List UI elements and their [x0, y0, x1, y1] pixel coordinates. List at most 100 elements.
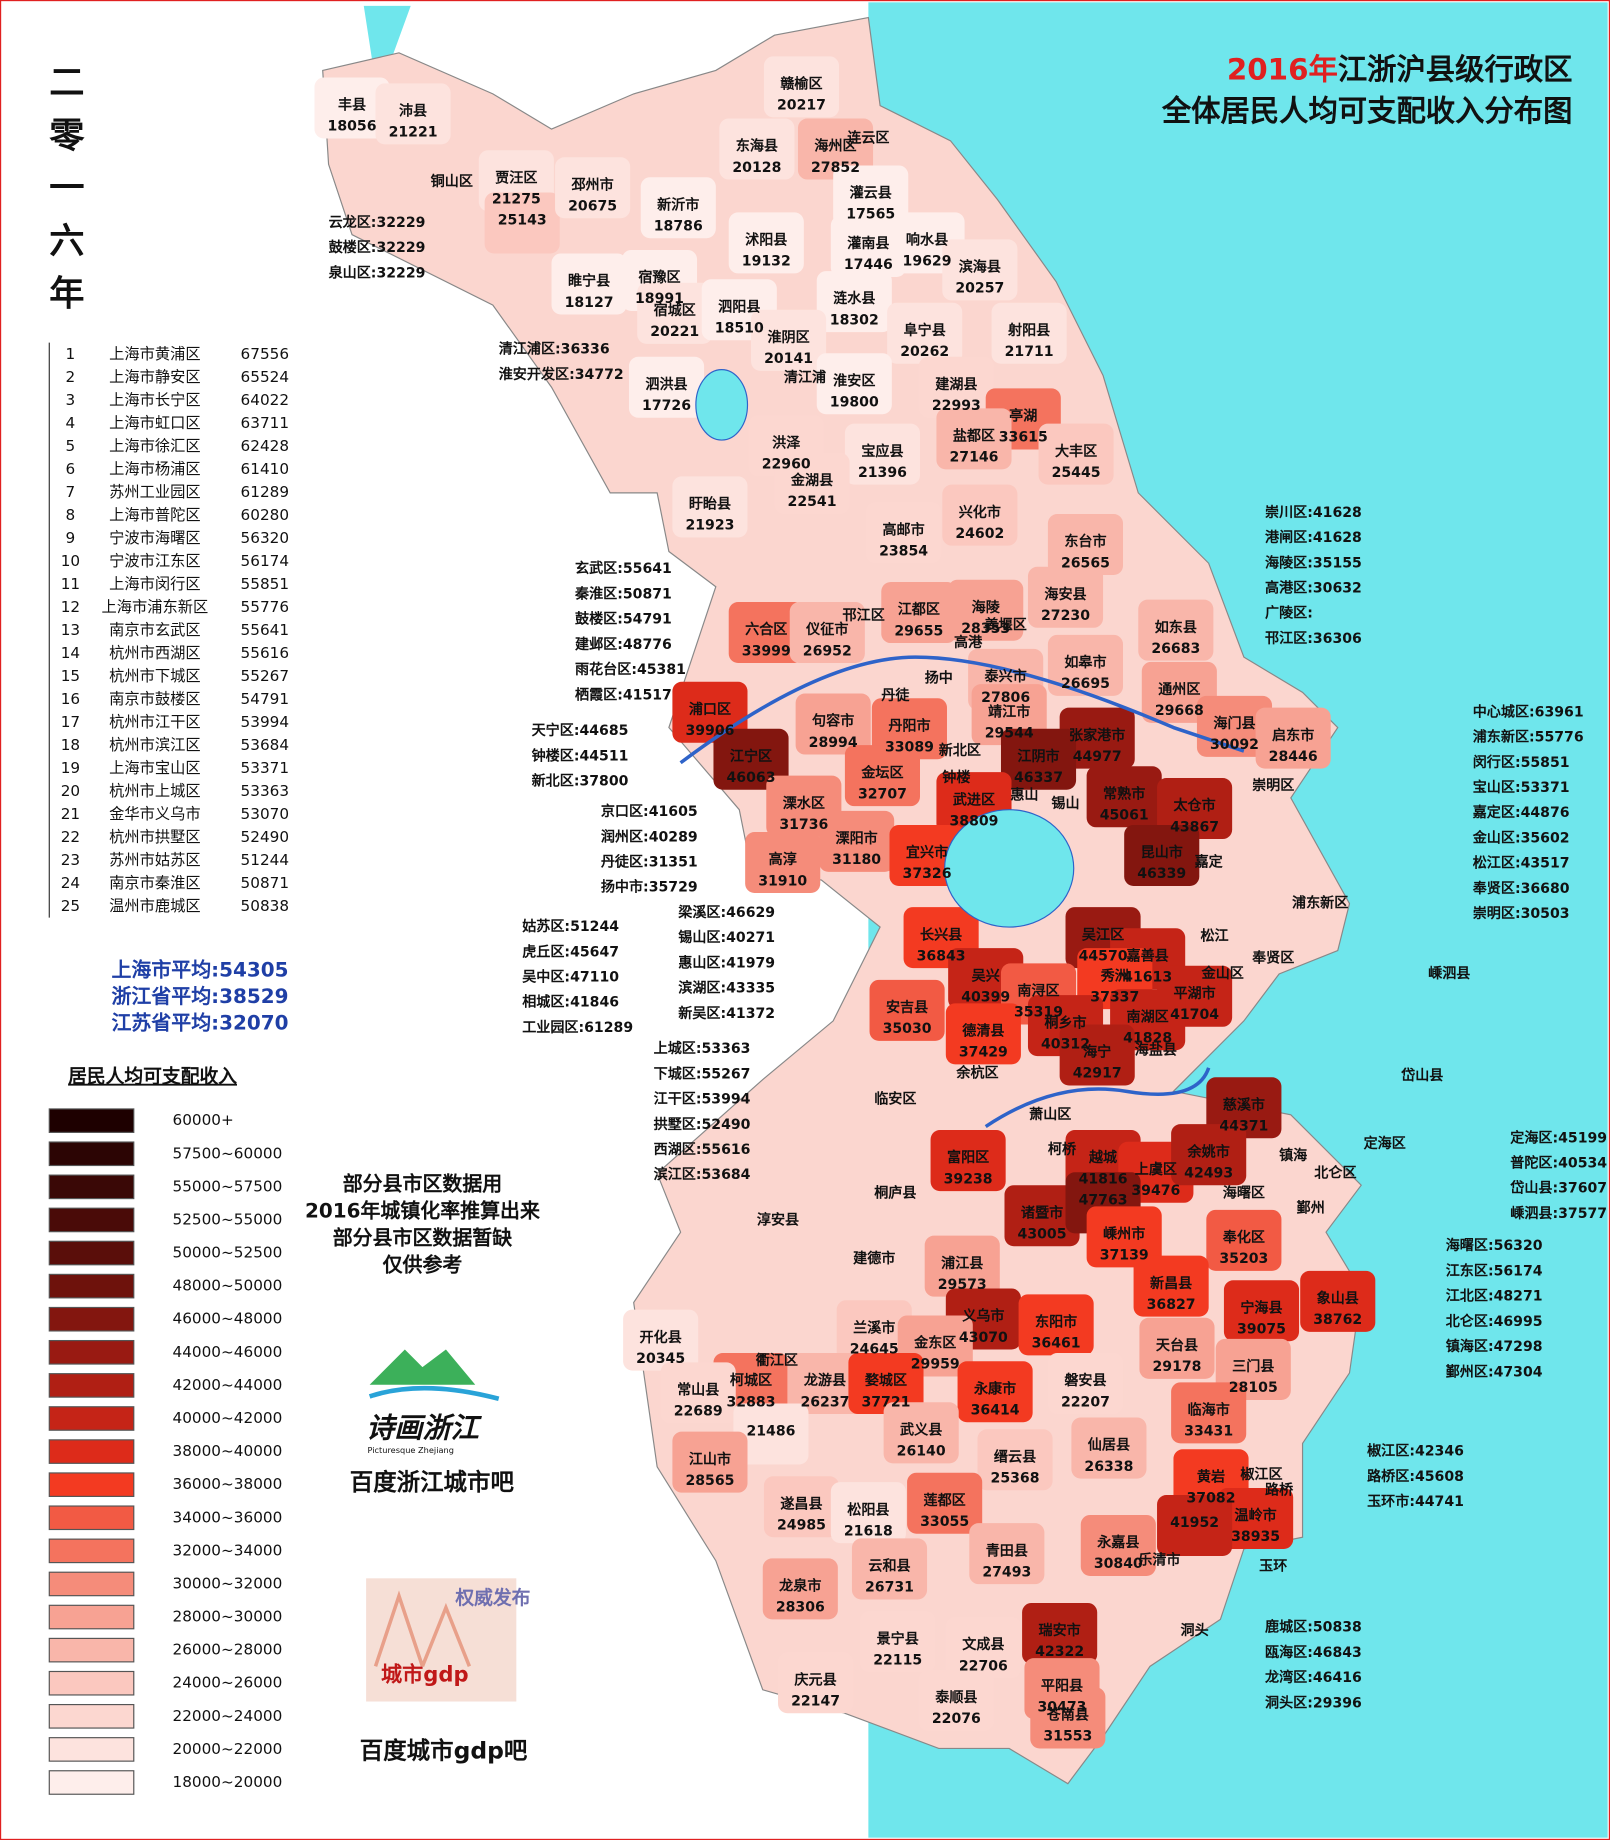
region-name: 东台市 — [1064, 533, 1106, 550]
region-name: 天台县 — [1156, 1337, 1198, 1354]
region-fill — [844, 745, 920, 807]
region-name: 义乌市 — [961, 1308, 1004, 1325]
region-value: 33055 — [920, 1514, 969, 1530]
region-value: 23854 — [879, 544, 928, 560]
region-value: 20217 — [777, 98, 826, 114]
region-fill — [1000, 728, 1077, 790]
district-name: 京口区: — [601, 803, 649, 820]
region-value: 31910 — [758, 873, 807, 889]
district-value: 37607 — [1558, 1181, 1607, 1197]
region-name: 婺城区 — [865, 1372, 907, 1389]
rank-number: 22 — [61, 828, 80, 846]
legend-swatch — [48, 1472, 135, 1497]
region-name: 如东县 — [1155, 619, 1197, 636]
region-name: 阜宁县 — [904, 322, 946, 339]
legend-label: 38000~40000 — [172, 1442, 282, 1460]
district-value: 41517 — [623, 687, 672, 703]
region-name: 东海县 — [736, 138, 778, 155]
district-entry: 梁溪区:46629 — [677, 904, 775, 921]
region-value: 24985 — [777, 1518, 826, 1534]
region-name: 长兴县 — [920, 926, 962, 943]
region-name: 淮阴区 — [767, 329, 809, 346]
district-name: 金山区: — [1472, 829, 1521, 846]
region-name: 新昌县 — [1150, 1275, 1192, 1292]
district-value: 30632 — [1313, 580, 1362, 596]
district-value: 55616 — [701, 1142, 750, 1158]
district-value: 45199 — [1558, 1130, 1607, 1146]
region-fill — [866, 502, 942, 564]
region-name: 武进区 — [953, 791, 995, 808]
region-name: 射阳县 — [1007, 322, 1050, 339]
rank-number: 16 — [61, 690, 80, 708]
district-entry: 椒江区:42346 — [1367, 1443, 1464, 1460]
rank-value: 55641 — [241, 621, 290, 639]
region-name: 沭阳县 — [745, 232, 787, 249]
district-value: 37577 — [1558, 1206, 1607, 1222]
region-name: 临海市 — [1188, 1402, 1230, 1419]
legend-swatch — [48, 1207, 135, 1233]
district-value: 56320 — [1494, 1238, 1543, 1254]
region-name: 昆山市 — [1141, 844, 1183, 861]
rank-number: 1 — [66, 345, 76, 363]
district-name: 高港区: — [1265, 579, 1313, 596]
district-entry: 嘉定区:44876 — [1473, 804, 1570, 821]
rank-value: 54791 — [241, 690, 290, 708]
region-value: 26952 — [803, 643, 852, 659]
district-entry: 淮安开发区:34772 — [499, 366, 624, 383]
region-value: 29959 — [911, 1357, 960, 1373]
region-name: 如皋市 — [1064, 654, 1106, 671]
region-name: 嵊泗县 — [1428, 965, 1470, 982]
legend-label: 55000~57500 — [172, 1177, 282, 1195]
district-name: 崇明区: — [1473, 905, 1521, 922]
legend-label: 52500~55000 — [172, 1210, 282, 1228]
legend-label: 46000~48000 — [172, 1310, 282, 1328]
region-name: 高港 — [954, 634, 983, 651]
district-entry: 海曙区:56320 — [1446, 1237, 1543, 1254]
district-value: 48776 — [623, 637, 672, 653]
district-name: 雨花台区: — [575, 661, 637, 678]
district-name: 秦淮区: — [574, 585, 623, 602]
region-value: 29178 — [1152, 1359, 1201, 1375]
region-name: 缙云县 — [994, 1448, 1036, 1465]
region-name: 淳安县 — [757, 1211, 799, 1228]
district-name: 崇川区: — [1265, 504, 1313, 521]
region-fill — [1059, 707, 1135, 769]
rank-number: 12 — [61, 598, 80, 616]
legend-swatch — [48, 1670, 135, 1696]
rank-number: 10 — [61, 552, 80, 570]
rank-value: 55267 — [241, 667, 290, 685]
legend-swatch — [48, 1108, 135, 1133]
district-name: 下城区: — [654, 1065, 702, 1082]
region-labels: 丰县 18056 沛县 21221 铜山区 贾汪区 21275 25143 邳州市 20675 新沂… — [328, 75, 1471, 1744]
district-value: 48271 — [1494, 1289, 1543, 1305]
district-entry: 润州区:40289 — [601, 828, 698, 845]
rank-name: 苏州工业园区 — [109, 483, 200, 501]
region-name: 海门县 — [1213, 715, 1255, 732]
region-name: 北仑区 — [1314, 1164, 1356, 1181]
region-value: 37082 — [1187, 1491, 1236, 1507]
region-value: 47763 — [1079, 1192, 1128, 1208]
region-name: 宜兴市 — [906, 844, 948, 861]
district-entry: 相城区:41846 — [522, 994, 619, 1011]
year-char: 六 — [49, 221, 84, 262]
region-name: 靖江市 — [988, 703, 1030, 720]
region-value: 41704 — [1170, 1007, 1219, 1023]
rank-name: 上海市长宁区 — [109, 391, 200, 409]
district-entry: 西湖区:55616 — [654, 1142, 751, 1158]
district-entry: 虎丘区:45647 — [522, 943, 619, 960]
region-name: 高淳 — [769, 851, 797, 868]
region-name: 通州区 — [1158, 682, 1200, 698]
district-name: 润州区: — [601, 828, 649, 845]
region-name: 平湖市 — [1173, 985, 1215, 1002]
region-fill — [869, 979, 945, 1041]
district-value: 53684 — [701, 1167, 750, 1183]
district-entry: 钟楼区:44511 — [532, 747, 629, 764]
district-value: 36680 — [1521, 881, 1570, 897]
region-name: 诸暨市 — [1021, 1204, 1063, 1221]
region-value: 26683 — [1151, 641, 1200, 657]
rank-name: 南京市秦淮区 — [109, 874, 200, 892]
district-value: 41605 — [649, 804, 698, 820]
rank-number: 7 — [66, 483, 76, 501]
region-name: 盐都区 — [953, 428, 995, 445]
